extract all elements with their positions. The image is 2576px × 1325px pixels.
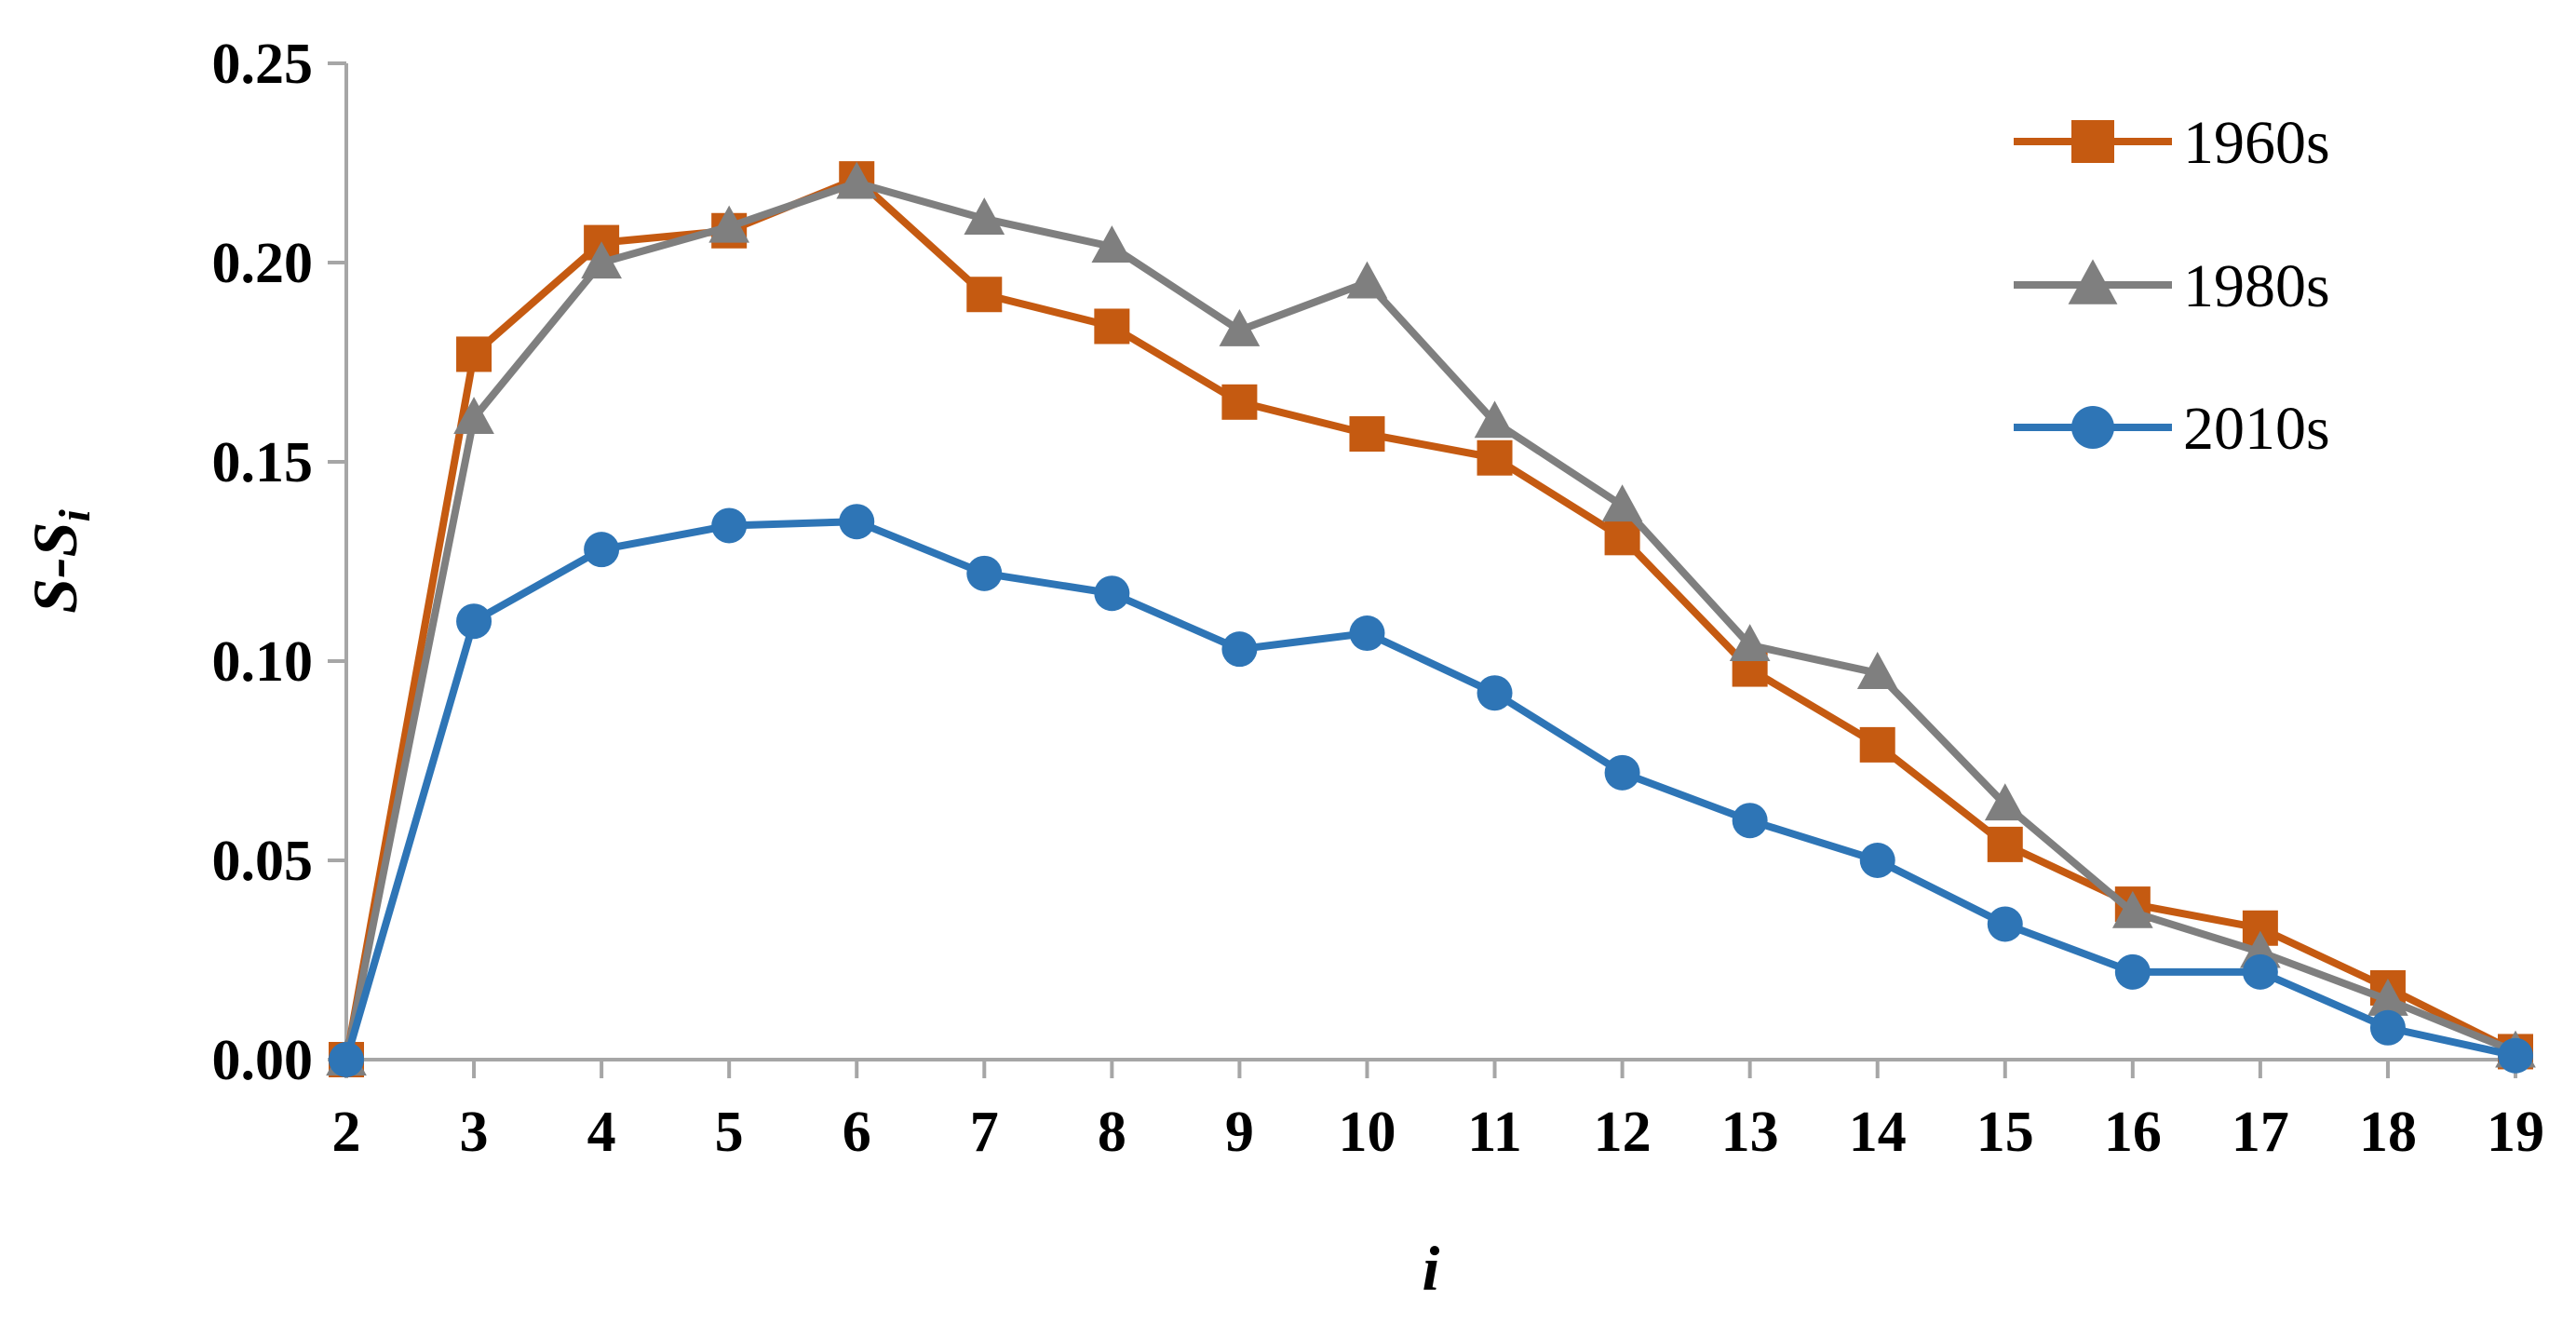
x-tick-label: 17 [2232,1101,2289,1164]
y-tick-label: 0.20 [212,232,314,295]
data-point-2010s [1859,843,1895,878]
data-point-2010s [1987,906,2023,942]
y-axis-title: S-Si [20,509,100,614]
x-tick-label: 8 [1098,1101,1126,1164]
legend: 1960s 1980s 2010s [2014,109,2330,463]
data-point-1980s [453,397,494,435]
series-line-2010s [343,518,2516,1061]
data-point-1980s [708,205,750,243]
legend-label: 2010s [2183,395,2330,463]
x-tick-label: 13 [1721,1101,1779,1164]
data-point-1960s [1349,416,1385,453]
legend-marker-square [2071,120,2114,163]
data-point-2010s [456,603,492,640]
y-axis-title-subscript: i [50,509,100,522]
y-tick-label: 0.15 [212,431,314,494]
data-point-1980s [836,161,878,199]
x-tick-label: 3 [460,1101,489,1164]
data-point-1980s [581,241,622,279]
x-tick-label: 2 [332,1101,361,1164]
legend-item-1980s: 1980s [2014,252,2330,320]
data-point-1960s [1477,439,1513,476]
series-line-1980s [343,179,2517,1061]
series-1980s [326,161,2536,1076]
data-point-1980s [2111,890,2153,928]
data-point-1980s [1856,652,1898,689]
data-point-2010s [2369,1009,2406,1046]
data-point-1980s [1346,261,1388,299]
axes: 0.00 0.05 0.10 0.15 0.20 0.25 2 3 4 5 6 7 8 9 10 11 12 13… [212,33,2545,1164]
data-point-1960s [1604,520,1640,556]
x-tick-label: 4 [587,1101,616,1164]
data-point-2010s [1732,803,1768,839]
y-axis-title-main: S-S [20,522,90,614]
x-axis-title: i [1423,1233,1440,1304]
data-point-2010s [966,555,1003,591]
x-tick-label: 14 [1849,1101,1907,1164]
legend-item-2010s: 2010s [2014,395,2330,463]
data-point-1980s [1219,308,1261,346]
x-tick-label: 15 [1976,1101,2034,1164]
data-point-1980s [1729,624,1771,661]
x-tick-label: 19 [2487,1101,2544,1164]
legend-label: 1980s [2183,252,2330,320]
data-point-2010s [2242,953,2278,990]
x-tick-label: 18 [2359,1101,2417,1164]
data-point-2010s [2114,953,2151,990]
data-point-2010s [711,507,748,544]
data-point-1960s [1859,726,1895,763]
legend-marker-circle [2071,406,2114,449]
data-point-1980s [1984,783,2026,821]
x-tick-label: 6 [843,1101,871,1164]
data-point-2010s [1477,675,1513,711]
y-tick-label: 0.05 [212,830,314,893]
data-point-1960s [1221,384,1258,420]
data-point-1980s [2367,979,2408,1016]
x-tick-label: 9 [1225,1101,1254,1164]
data-point-2010s [1221,631,1258,668]
x-tick-label: 10 [1338,1101,1396,1164]
data-point-1980s [964,197,1005,236]
data-point-2010s [1604,754,1640,791]
data-point-1960s [1987,826,2023,862]
x-tick-label: 16 [2104,1101,2162,1164]
data-point-2010s [2498,1037,2533,1074]
series-group [326,161,2536,1077]
y-tick-label: 0.10 [212,630,314,694]
series-2010s [329,504,2533,1077]
data-point-2010s [839,504,875,540]
data-point-2010s [1349,615,1385,652]
legend-label: 1960s [2183,109,2330,177]
data-point-2010s [329,1042,364,1077]
x-tick-label: 7 [970,1101,999,1164]
y-tick-label: 0.00 [212,1029,314,1092]
data-point-1960s [456,336,492,372]
x-tick-label: 12 [1594,1101,1652,1164]
x-tick-label: 11 [1467,1101,1522,1164]
data-point-1960s [1094,308,1130,345]
x-tick-label: 5 [715,1101,744,1164]
y-tick-label: 0.25 [212,33,314,96]
data-point-2010s [1094,575,1130,612]
legend-item-1960s: 1960s [2014,109,2330,177]
data-point-1960s [966,277,1003,313]
data-point-1980s [1474,400,1516,439]
legend-marker-triangle [2068,259,2118,304]
data-point-1980s [1601,484,1643,522]
data-point-2010s [584,532,620,568]
data-point-1980s [1091,225,1133,263]
